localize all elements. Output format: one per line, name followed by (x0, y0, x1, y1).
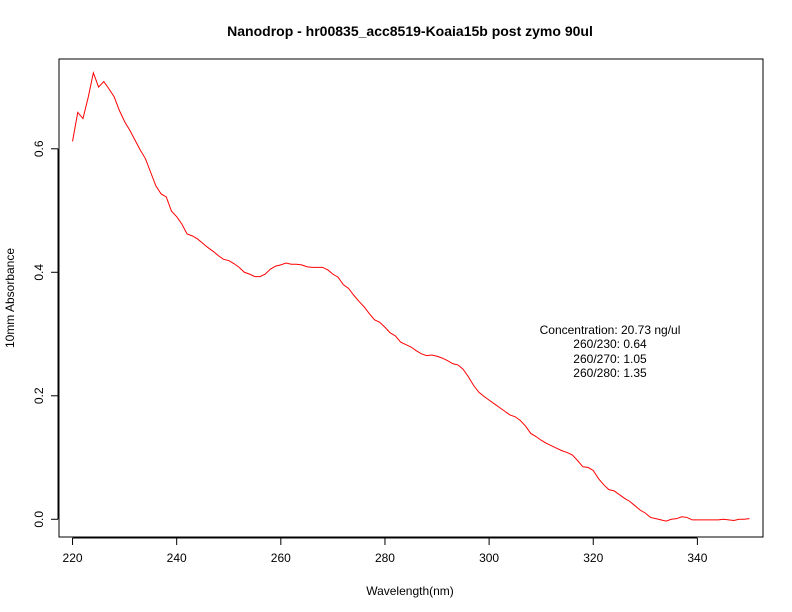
y-tick-label: 0.4 (32, 264, 46, 281)
annotation-block: Concentration: 20.73 ng/ul 260/230: 0.64… (540, 323, 681, 380)
y-axis: 0.0 0.2 0.4 0.6 (32, 140, 59, 528)
ratio-260-230-annotation: 260/230: 0.64 (573, 337, 647, 351)
chart-title: Nanodrop - hr00835_acc8519-Koaia15b post… (227, 23, 593, 39)
ratio-260-280-annotation: 260/280: 1.35 (573, 366, 647, 380)
x-tick-label: 300 (479, 551, 499, 565)
y-axis-label: 10mm Absorbance (3, 248, 17, 348)
y-tick-label: 0.6 (32, 140, 46, 157)
plot-frame (58, 58, 764, 538)
y-tick-label: 0.0 (32, 511, 46, 528)
x-tick-label: 320 (583, 551, 603, 565)
ratio-260-270-annotation: 260/270: 1.05 (573, 352, 647, 366)
concentration-annotation: Concentration: 20.73 ng/ul (540, 323, 681, 337)
x-tick-label: 220 (63, 551, 83, 565)
x-axis: 220 240 260 280 300 320 340 (63, 537, 708, 565)
x-tick-label: 280 (375, 551, 395, 565)
x-tick-label: 260 (271, 551, 291, 565)
x-axis-label: Wavelength(nm) (366, 584, 454, 598)
x-tick-label: 240 (167, 551, 187, 565)
absorbance-line (72, 71, 750, 522)
x-tick-label: 340 (687, 551, 707, 565)
y-tick-label: 0.2 (32, 387, 46, 404)
